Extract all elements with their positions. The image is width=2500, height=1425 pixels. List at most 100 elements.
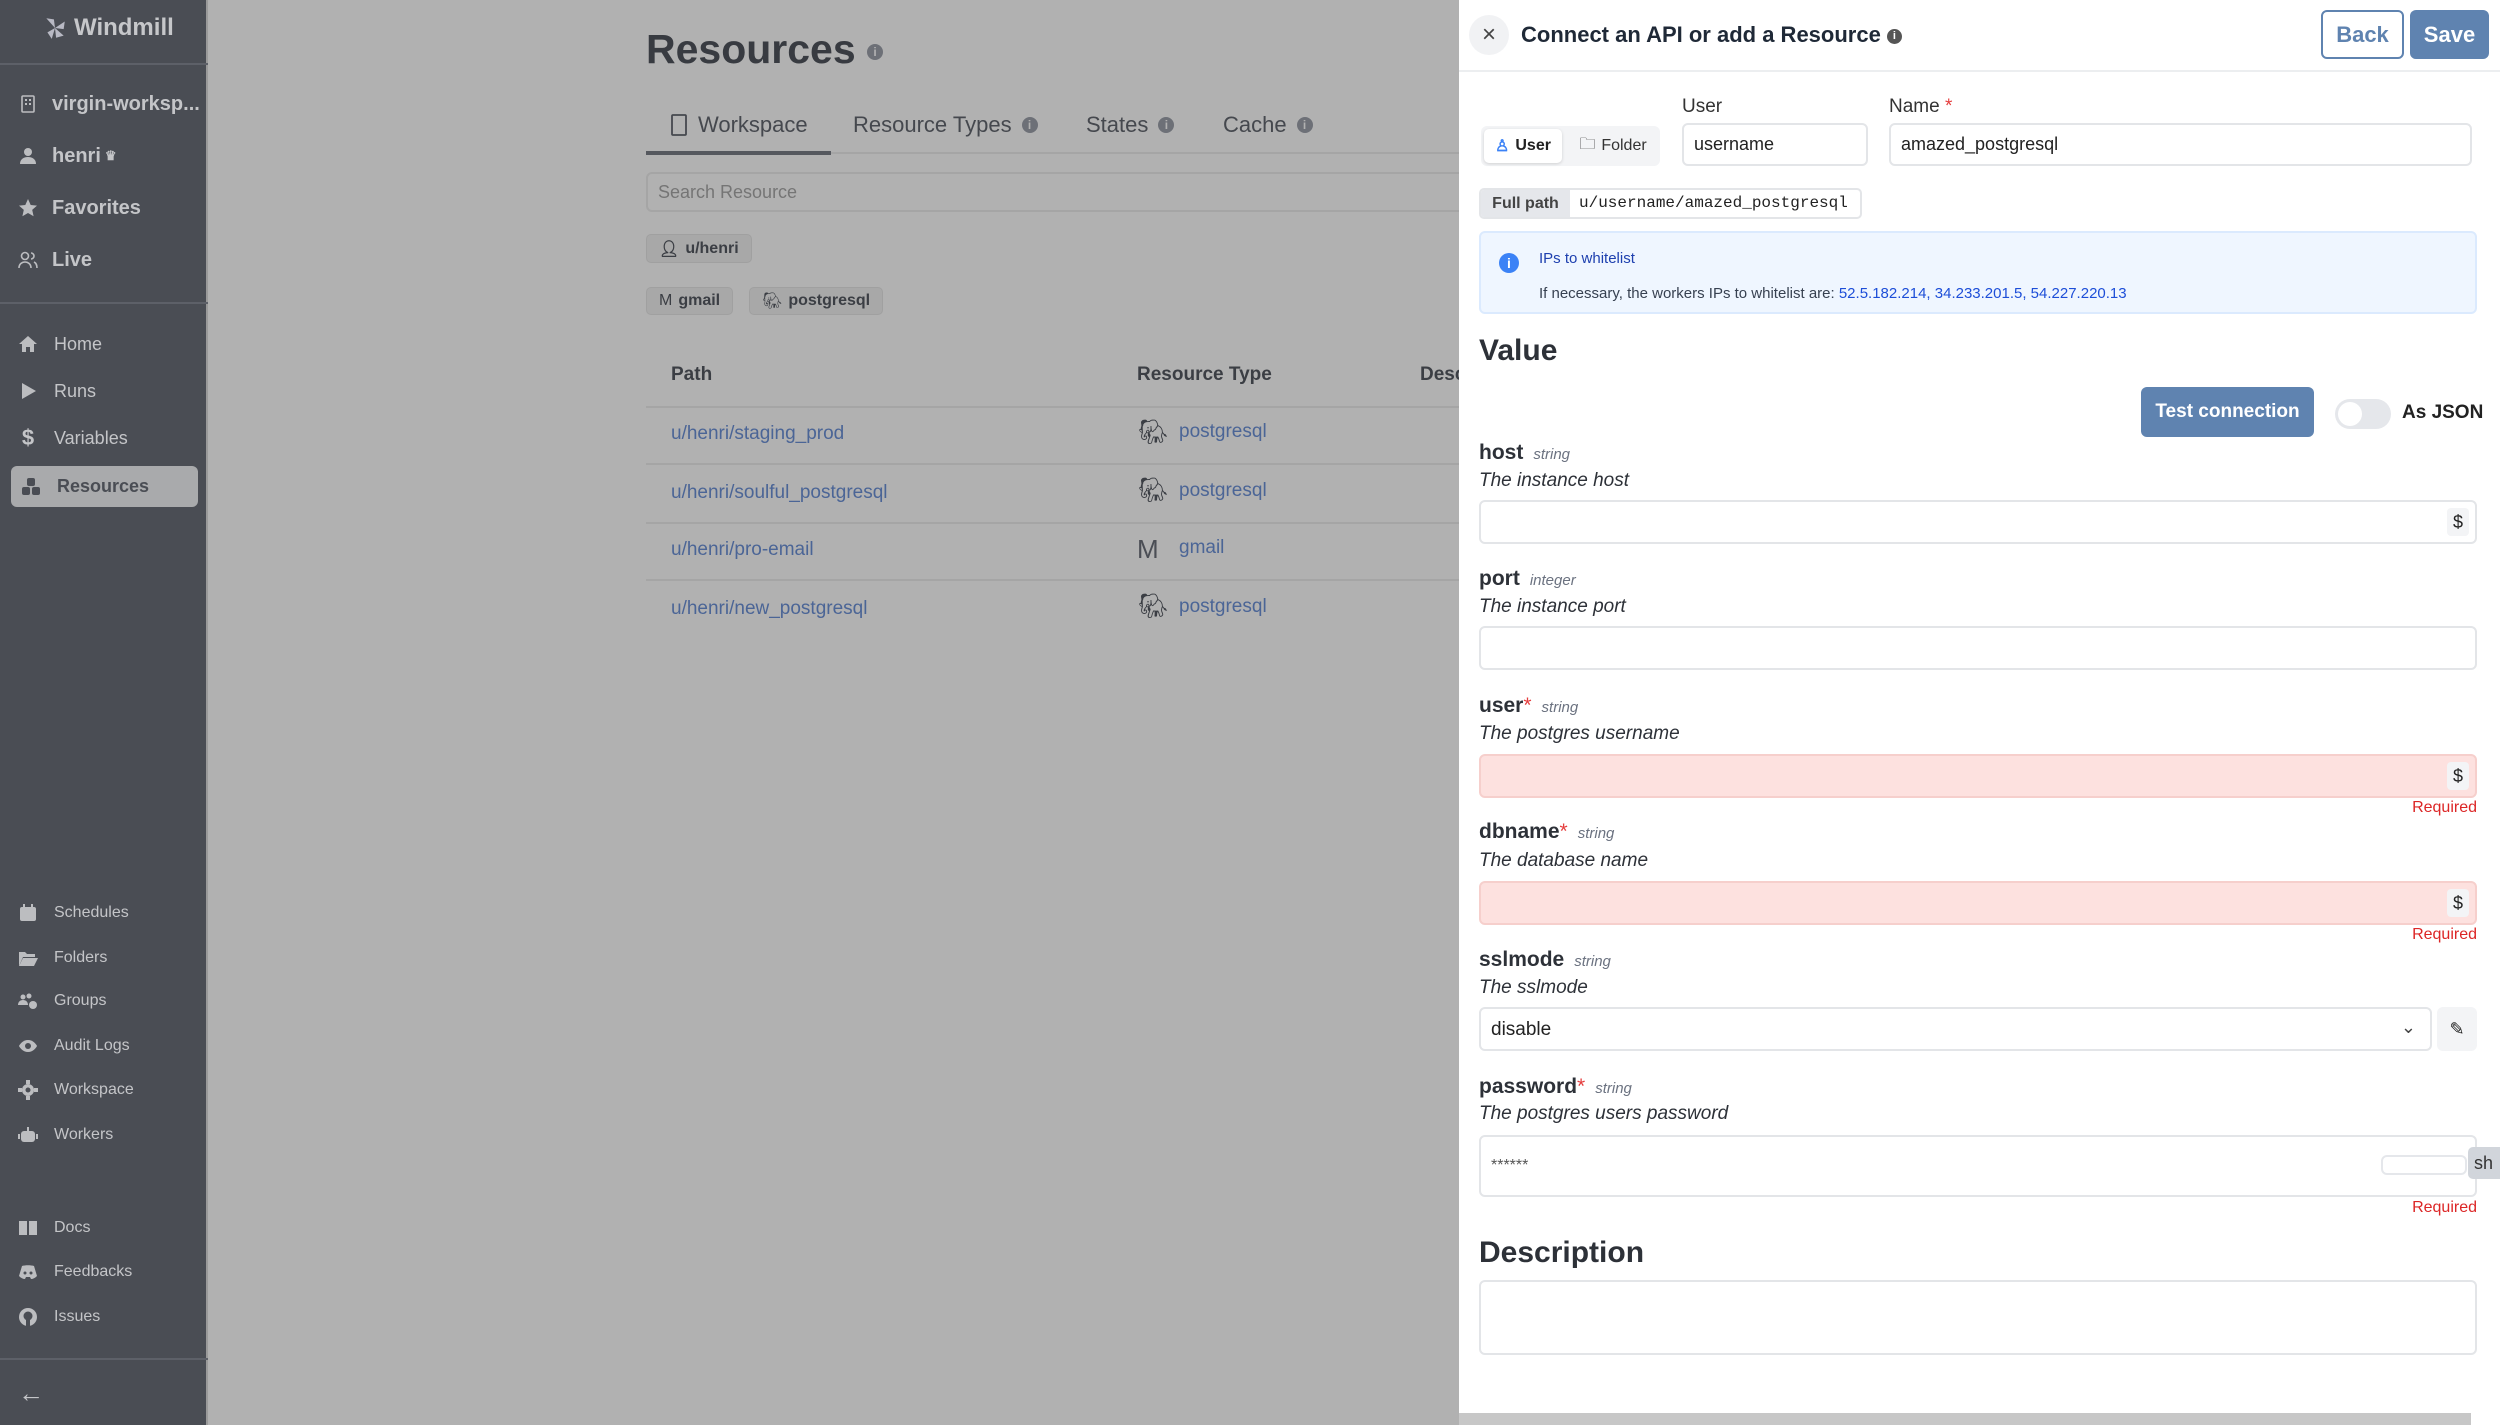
type-filter-postgresql[interactable]: 🐘︎ postgresql bbox=[749, 287, 884, 315]
sidebar-item-variables[interactable]: $ Variables bbox=[18, 421, 128, 455]
owner-user-option[interactable]: ♙ User bbox=[1484, 129, 1562, 163]
users-icon bbox=[18, 251, 38, 269]
github-icon bbox=[19, 1308, 37, 1326]
sidebar-item-runs[interactable]: Runs bbox=[18, 374, 96, 408]
sidebar-item-workspace[interactable]: Workspace bbox=[18, 1073, 134, 1107]
field-description-sslmode: The sslmode bbox=[1479, 977, 1588, 998]
variable-picker-dollar-icon[interactable]: $ bbox=[2447, 889, 2469, 917]
show-password-button[interactable]: sh bbox=[2468, 1147, 2500, 1179]
field-description-dbname: The database name bbox=[1479, 850, 1649, 871]
chevron-down-icon: ⌄ bbox=[2400, 1017, 2416, 1037]
column-header-path: Path bbox=[671, 364, 713, 385]
sslmode-select[interactable]: disable ⌄ bbox=[1479, 1007, 2432, 1051]
row-divider bbox=[646, 463, 1459, 465]
sidebar-item-docs[interactable]: Docs bbox=[18, 1211, 90, 1245]
sidebar: Windmill virgin-worksp... henri ♛ Favorit… bbox=[0, 0, 208, 1425]
name-input[interactable] bbox=[1889, 123, 2472, 166]
as-json-toggle[interactable] bbox=[2335, 399, 2391, 429]
info-icon[interactable]: i bbox=[1886, 28, 1902, 44]
row-divider bbox=[646, 522, 1459, 524]
star-icon bbox=[19, 199, 37, 217]
as-json-label: As JSON bbox=[2402, 402, 2484, 423]
brand-logo[interactable]: Windmill bbox=[42, 14, 174, 42]
users-gear-icon bbox=[18, 993, 37, 1009]
search-input[interactable] bbox=[646, 172, 1466, 212]
tab-resource-types[interactable]: Resource Types i bbox=[853, 112, 1038, 138]
play-icon bbox=[22, 383, 36, 399]
active-tab-indicator bbox=[646, 151, 831, 155]
resource-path-link[interactable]: u/henri/new_postgresql bbox=[671, 598, 868, 619]
sidebar-item-audit-logs[interactable]: Audit Logs bbox=[18, 1029, 130, 1063]
back-button[interactable]: Back bbox=[2321, 10, 2404, 59]
resource-type-link[interactable]: gmail bbox=[1179, 537, 1225, 558]
sidebar-item-issues[interactable]: Issues bbox=[18, 1300, 100, 1334]
resource-path-link[interactable]: u/henri/staging_prod bbox=[671, 423, 845, 444]
password-input[interactable]: ****** bbox=[1479, 1135, 2477, 1197]
field-description-password: The postgres users password bbox=[1479, 1103, 1729, 1124]
sidebar-item-label: Groups bbox=[54, 992, 107, 1009]
option-label: Folder bbox=[1601, 137, 1647, 154]
sidebar-item-workers[interactable]: Workers bbox=[18, 1118, 113, 1152]
brand-name: Windmill bbox=[74, 14, 174, 41]
sidebar-item-feedbacks[interactable]: Feedbacks bbox=[18, 1255, 132, 1289]
close-icon[interactable]: × bbox=[1469, 15, 1509, 55]
owner-folder-option[interactable]: 🗀 Folder bbox=[1571, 129, 1655, 163]
workspace-switcher[interactable]: virgin-worksp... bbox=[18, 87, 200, 121]
host-input[interactable]: $ bbox=[1479, 500, 2477, 544]
password-confirm-input[interactable] bbox=[2381, 1155, 2467, 1175]
resource-path-link[interactable]: u/henri/soulful_postgresql bbox=[671, 482, 888, 503]
info-icon[interactable]: i bbox=[867, 44, 884, 61]
building-icon bbox=[671, 114, 687, 136]
tab-states[interactable]: States i bbox=[1086, 112, 1175, 138]
sidebar-item-groups[interactable]: Groups bbox=[18, 984, 106, 1018]
eye-icon bbox=[19, 1040, 37, 1052]
resource-type-link[interactable]: postgresql bbox=[1179, 421, 1267, 442]
field-label-sslmode: sslmode string bbox=[1479, 948, 1611, 971]
owner-filter-chip[interactable]: 👤︎ u/henri bbox=[646, 234, 752, 263]
edit-pencil-icon[interactable]: ✎ bbox=[2437, 1007, 2477, 1051]
user-input[interactable]: $ bbox=[1479, 754, 2477, 798]
sidebar-item-live[interactable]: Live bbox=[18, 243, 92, 277]
postgresql-icon: 🐘︎ bbox=[1138, 477, 1169, 504]
test-connection-button[interactable]: Test connection bbox=[2141, 387, 2314, 437]
dbname-input[interactable]: $ bbox=[1479, 881, 2477, 925]
info-icon: i bbox=[1499, 253, 1519, 273]
sidebar-item-schedules[interactable]: Schedules bbox=[18, 896, 129, 930]
sidebar-item-label: Runs bbox=[54, 380, 97, 401]
page-title: Resources i bbox=[646, 26, 884, 73]
resource-type-link[interactable]: postgresql bbox=[1179, 596, 1267, 617]
alert-ips: 52.5.182.214, 34.233.201.5, 54.227.220.1… bbox=[1838, 285, 2127, 302]
column-header-resource-type[interactable]: Resource Type bbox=[1137, 364, 1272, 385]
tab-cache[interactable]: Cache i bbox=[1223, 112, 1313, 138]
resource-path-link[interactable]: u/henri/pro-email bbox=[671, 539, 814, 560]
resource-type-link[interactable]: postgresql bbox=[1179, 480, 1267, 501]
info-icon: i bbox=[1021, 117, 1038, 133]
add-resource-drawer: × Connect an API or add a Resource i Bac… bbox=[1459, 0, 2500, 1425]
collapse-sidebar-arrow-icon[interactable]: ← bbox=[18, 1378, 44, 1408]
sidebar-item-label: Folders bbox=[54, 949, 108, 966]
alert-title: IPs to whitelist bbox=[1539, 250, 1635, 267]
user-menu[interactable]: henri ♛ bbox=[18, 139, 117, 173]
tab-workspace[interactable]: Workspace bbox=[670, 112, 808, 138]
description-textarea[interactable] bbox=[1479, 1280, 2477, 1355]
discord-icon bbox=[19, 1265, 37, 1279]
ip-whitelist-alert: i IPs to whitelist If necessary, the wor… bbox=[1479, 231, 2477, 314]
port-input[interactable] bbox=[1479, 626, 2477, 670]
horizontal-scrollbar[interactable] bbox=[1459, 1413, 2471, 1425]
save-button[interactable]: Save bbox=[2410, 10, 2489, 59]
sidebar-item-favorites[interactable]: Favorites bbox=[18, 191, 141, 225]
user-name: henri bbox=[52, 144, 101, 167]
sidebar-item-resources[interactable]: Resources bbox=[11, 466, 198, 507]
sidebar-item-label: Workspace bbox=[54, 1081, 134, 1098]
variable-picker-dollar-icon[interactable]: $ bbox=[2447, 508, 2469, 536]
sidebar-item-folders[interactable]: Folders bbox=[18, 941, 107, 975]
full-path-label: Full path bbox=[1481, 190, 1570, 217]
building-icon bbox=[21, 95, 35, 113]
field-description-user: The postgres username bbox=[1479, 723, 1680, 744]
folder-open-icon bbox=[19, 952, 38, 966]
username-input[interactable] bbox=[1682, 123, 1868, 166]
variable-picker-dollar-icon[interactable]: $ bbox=[2447, 762, 2469, 790]
field-label-dbname: dbname* string bbox=[1479, 820, 1615, 843]
sidebar-item-home[interactable]: Home bbox=[18, 327, 102, 361]
